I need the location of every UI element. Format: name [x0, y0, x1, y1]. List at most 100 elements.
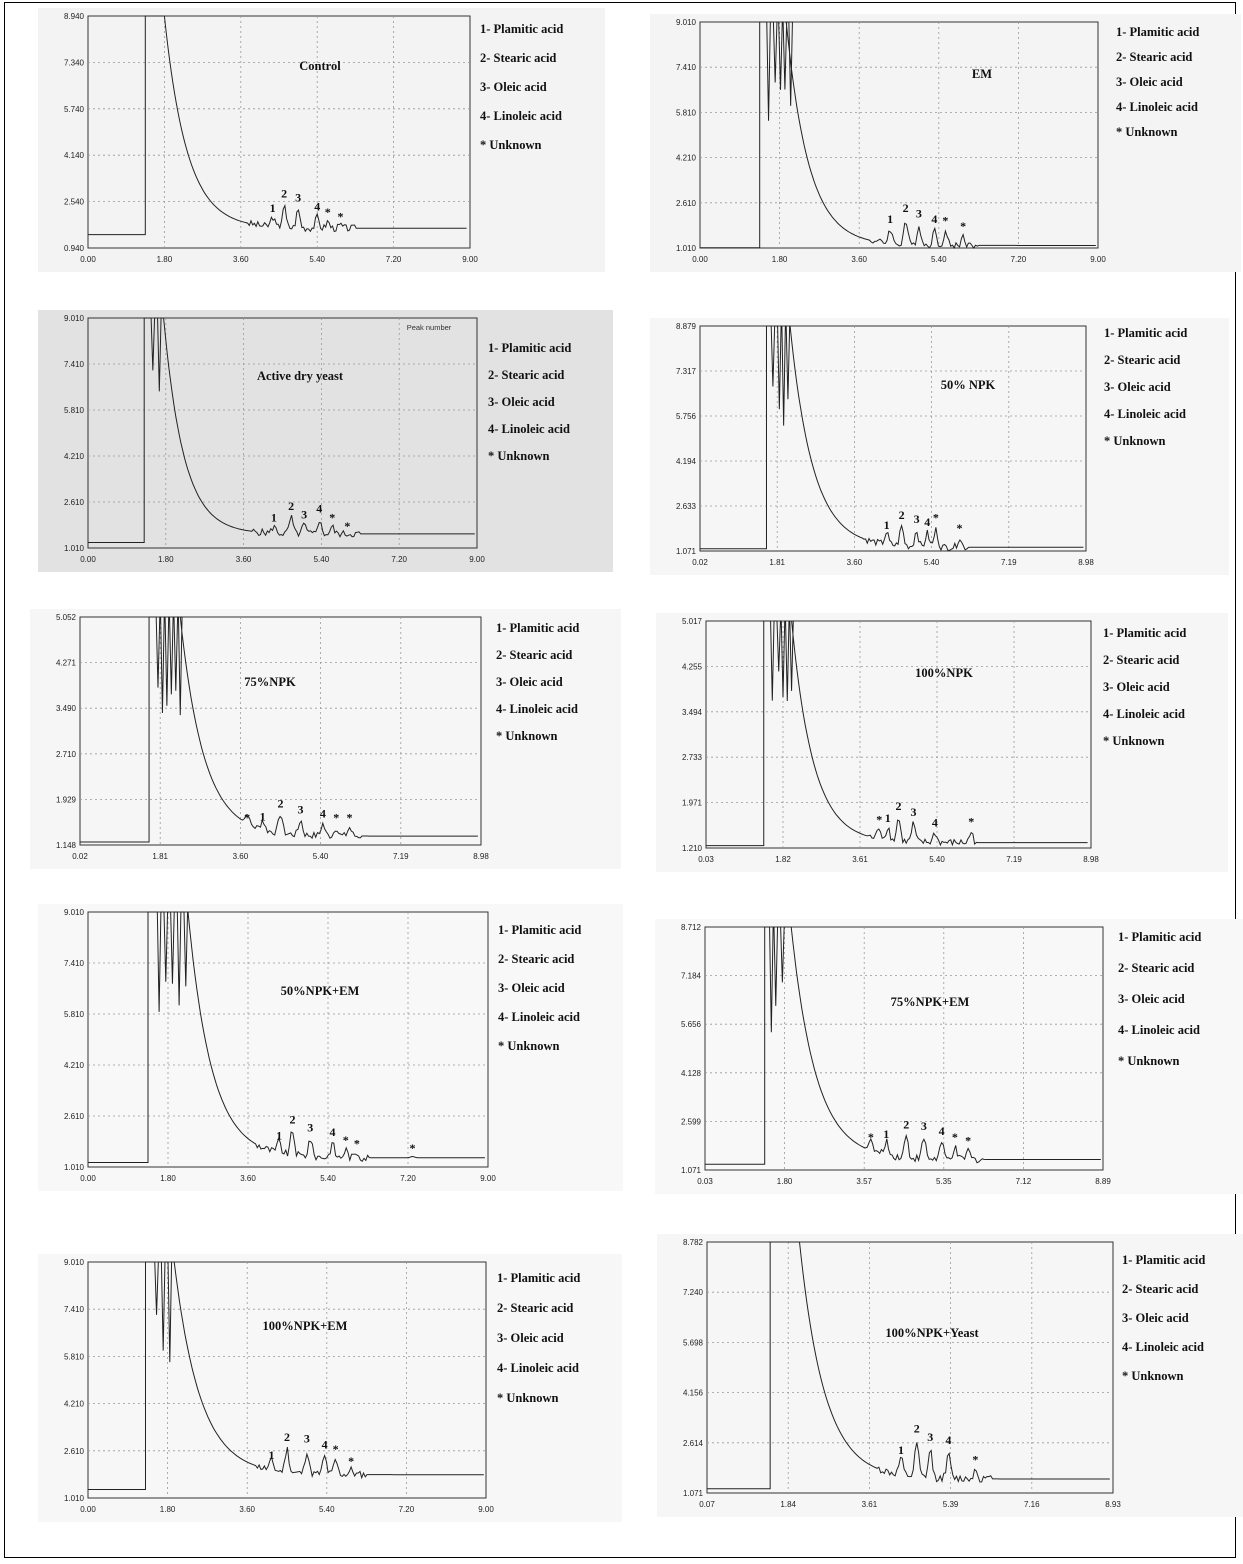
peak-label: 4 — [931, 212, 937, 226]
x-tick-label: 1.80 — [158, 555, 174, 564]
x-tick-label: 9.00 — [462, 255, 478, 264]
y-tick-label: 7.410 — [64, 1305, 85, 1314]
y-tick-label: 5.017 — [682, 617, 703, 626]
y-tick-label: 1.010 — [64, 1163, 85, 1172]
panel-background — [657, 1234, 1243, 1517]
y-tick-label: 2.710 — [56, 750, 77, 759]
legend-entry: 3- Oleic acid — [497, 1331, 564, 1345]
legend-entry: 1- Plamitic acid — [1118, 930, 1201, 944]
peak-label: 1 — [260, 809, 266, 823]
legend-entry: 3- Oleic acid — [1118, 992, 1185, 1006]
peak-label: 3 — [301, 507, 307, 521]
y-tick-label: 3.490 — [56, 704, 77, 713]
plot-area — [79, 616, 482, 846]
peak-label: 3 — [298, 802, 304, 816]
legend-entry: 1- Plamitic acid — [488, 341, 571, 355]
y-tick-label: 2.633 — [676, 502, 697, 511]
panel-background — [650, 14, 1241, 272]
peak-label: * — [333, 811, 339, 825]
x-tick-label: 3.60 — [240, 1174, 256, 1183]
legend-entry: 3- Oleic acid — [488, 395, 555, 409]
peak-label: 4 — [932, 816, 938, 830]
y-tick-label: 5.810 — [64, 406, 85, 415]
chart-title: Active dry yeast — [257, 369, 344, 383]
y-tick-label: 1.210 — [682, 844, 703, 853]
y-tick-label: 7.410 — [64, 959, 85, 968]
y-tick-label: 2.614 — [683, 1439, 704, 1448]
legend-entry: 2- Stearic acid — [1118, 961, 1194, 975]
legend-entry: 2- Stearic acid — [498, 952, 574, 966]
peak-label: * — [960, 219, 966, 233]
x-tick-label: 0.00 — [80, 1174, 96, 1183]
chart-title: 75%NPK+EM — [891, 995, 970, 1009]
x-tick-label: 7.20 — [399, 1505, 415, 1514]
x-tick-label: 7.20 — [386, 255, 402, 264]
y-tick-label: 0.940 — [64, 244, 85, 253]
y-tick-label: 2.599 — [681, 1117, 702, 1126]
y-tick-label: 7.340 — [64, 58, 85, 67]
legend-entry: 3- Oleic acid — [498, 981, 565, 995]
y-tick-label: 7.184 — [681, 972, 702, 981]
legend-entry: 2- Stearic acid — [497, 1301, 573, 1315]
y-tick-label: 4.210 — [64, 452, 85, 461]
plot-area — [706, 1241, 1114, 1494]
peak-label: 2 — [284, 1430, 290, 1444]
peak-label: 1 — [898, 1443, 904, 1457]
peak-label: 2 — [278, 797, 284, 811]
legend-entry: 2- Stearic acid — [1122, 1282, 1198, 1296]
peak-label: 4 — [329, 1125, 335, 1139]
y-tick-label: 1.148 — [56, 841, 77, 850]
y-tick-label: 5.810 — [64, 1352, 85, 1361]
x-tick-label: 0.00 — [80, 555, 96, 564]
legend-entry: * Unknown — [480, 138, 542, 152]
peak-label: 4 — [316, 502, 322, 516]
x-tick-label: 3.60 — [851, 255, 867, 264]
legend-entry: * Unknown — [1104, 434, 1166, 448]
peak-label: * — [338, 210, 344, 224]
legend-entry: * Unknown — [496, 729, 558, 743]
chromatogram-panel-5: 0.02 1.81 3.60 5.40 7.19 8.98 1.148 1.929 2.710 3… — [30, 609, 621, 869]
y-tick-label: 1.071 — [676, 547, 697, 556]
y-tick-label: 1.010 — [64, 1494, 85, 1503]
chromatogram-trace — [700, 21, 1096, 250]
x-tick-label: 0.03 — [698, 855, 714, 864]
chromatogram-panel-3: 0.00 1.80 3.60 5.40 7.20 9.00 1.010 2.610 4.210 5… — [38, 310, 613, 572]
chromatogram-panel-2: 0.00 1.80 3.60 5.40 7.20 9.00 1.010 2.610 4.210 5… — [650, 14, 1241, 272]
chromatogram-panel-1: 0.00 1.80 3.60 5.40 7.20 9.00 0.940 2.540 4.140 5… — [38, 8, 605, 272]
y-tick-label: 4.210 — [64, 1400, 85, 1409]
x-tick-label: 7.16 — [1024, 1500, 1040, 1509]
peak-label: 1 — [887, 212, 893, 226]
chromatogram-trace — [88, 317, 475, 544]
legend-entry: 1- Plamitic acid — [1122, 1253, 1205, 1267]
y-tick-label: 5.756 — [676, 412, 697, 421]
y-tick-label: 4.128 — [681, 1069, 702, 1078]
peak-label: 2 — [289, 1112, 295, 1126]
y-tick-label: 9.010 — [64, 1258, 85, 1267]
peak-label: 2 — [903, 201, 909, 215]
legend-entry: 3- Oleic acid — [1122, 1311, 1189, 1325]
y-tick-label: 4.255 — [682, 662, 703, 671]
x-tick-label: 3.61 — [852, 855, 868, 864]
peak-label: * — [933, 511, 939, 525]
y-tick-label: 1.971 — [682, 799, 703, 808]
peak-label: 3 — [916, 206, 922, 220]
peak-label: 4 — [322, 1438, 328, 1452]
legend-entry: * Unknown — [497, 1391, 559, 1405]
x-tick-label: 7.19 — [1001, 558, 1017, 567]
peak-label: * — [968, 815, 974, 829]
figure-frame — [4, 2, 1236, 1558]
panel-background — [38, 8, 605, 272]
legend-entry: 4- Linoleic acid — [1122, 1340, 1204, 1354]
peak-label: 1 — [270, 201, 276, 215]
y-tick-label: 2.610 — [676, 199, 697, 208]
legend-entry: * Unknown — [488, 449, 550, 463]
peak-label: 4 — [314, 199, 320, 213]
legend-entry: 2- Stearic acid — [1104, 353, 1180, 367]
y-tick-label: 3.494 — [682, 708, 703, 717]
peak-label: * — [952, 1130, 958, 1144]
x-tick-label: 1.80 — [160, 1505, 176, 1514]
legend-entry: 1- Plamitic acid — [496, 621, 579, 635]
x-tick-label: 9.00 — [469, 555, 485, 564]
legend-entry: 4- Linoleic acid — [1103, 707, 1185, 721]
x-tick-label: 0.00 — [80, 255, 96, 264]
